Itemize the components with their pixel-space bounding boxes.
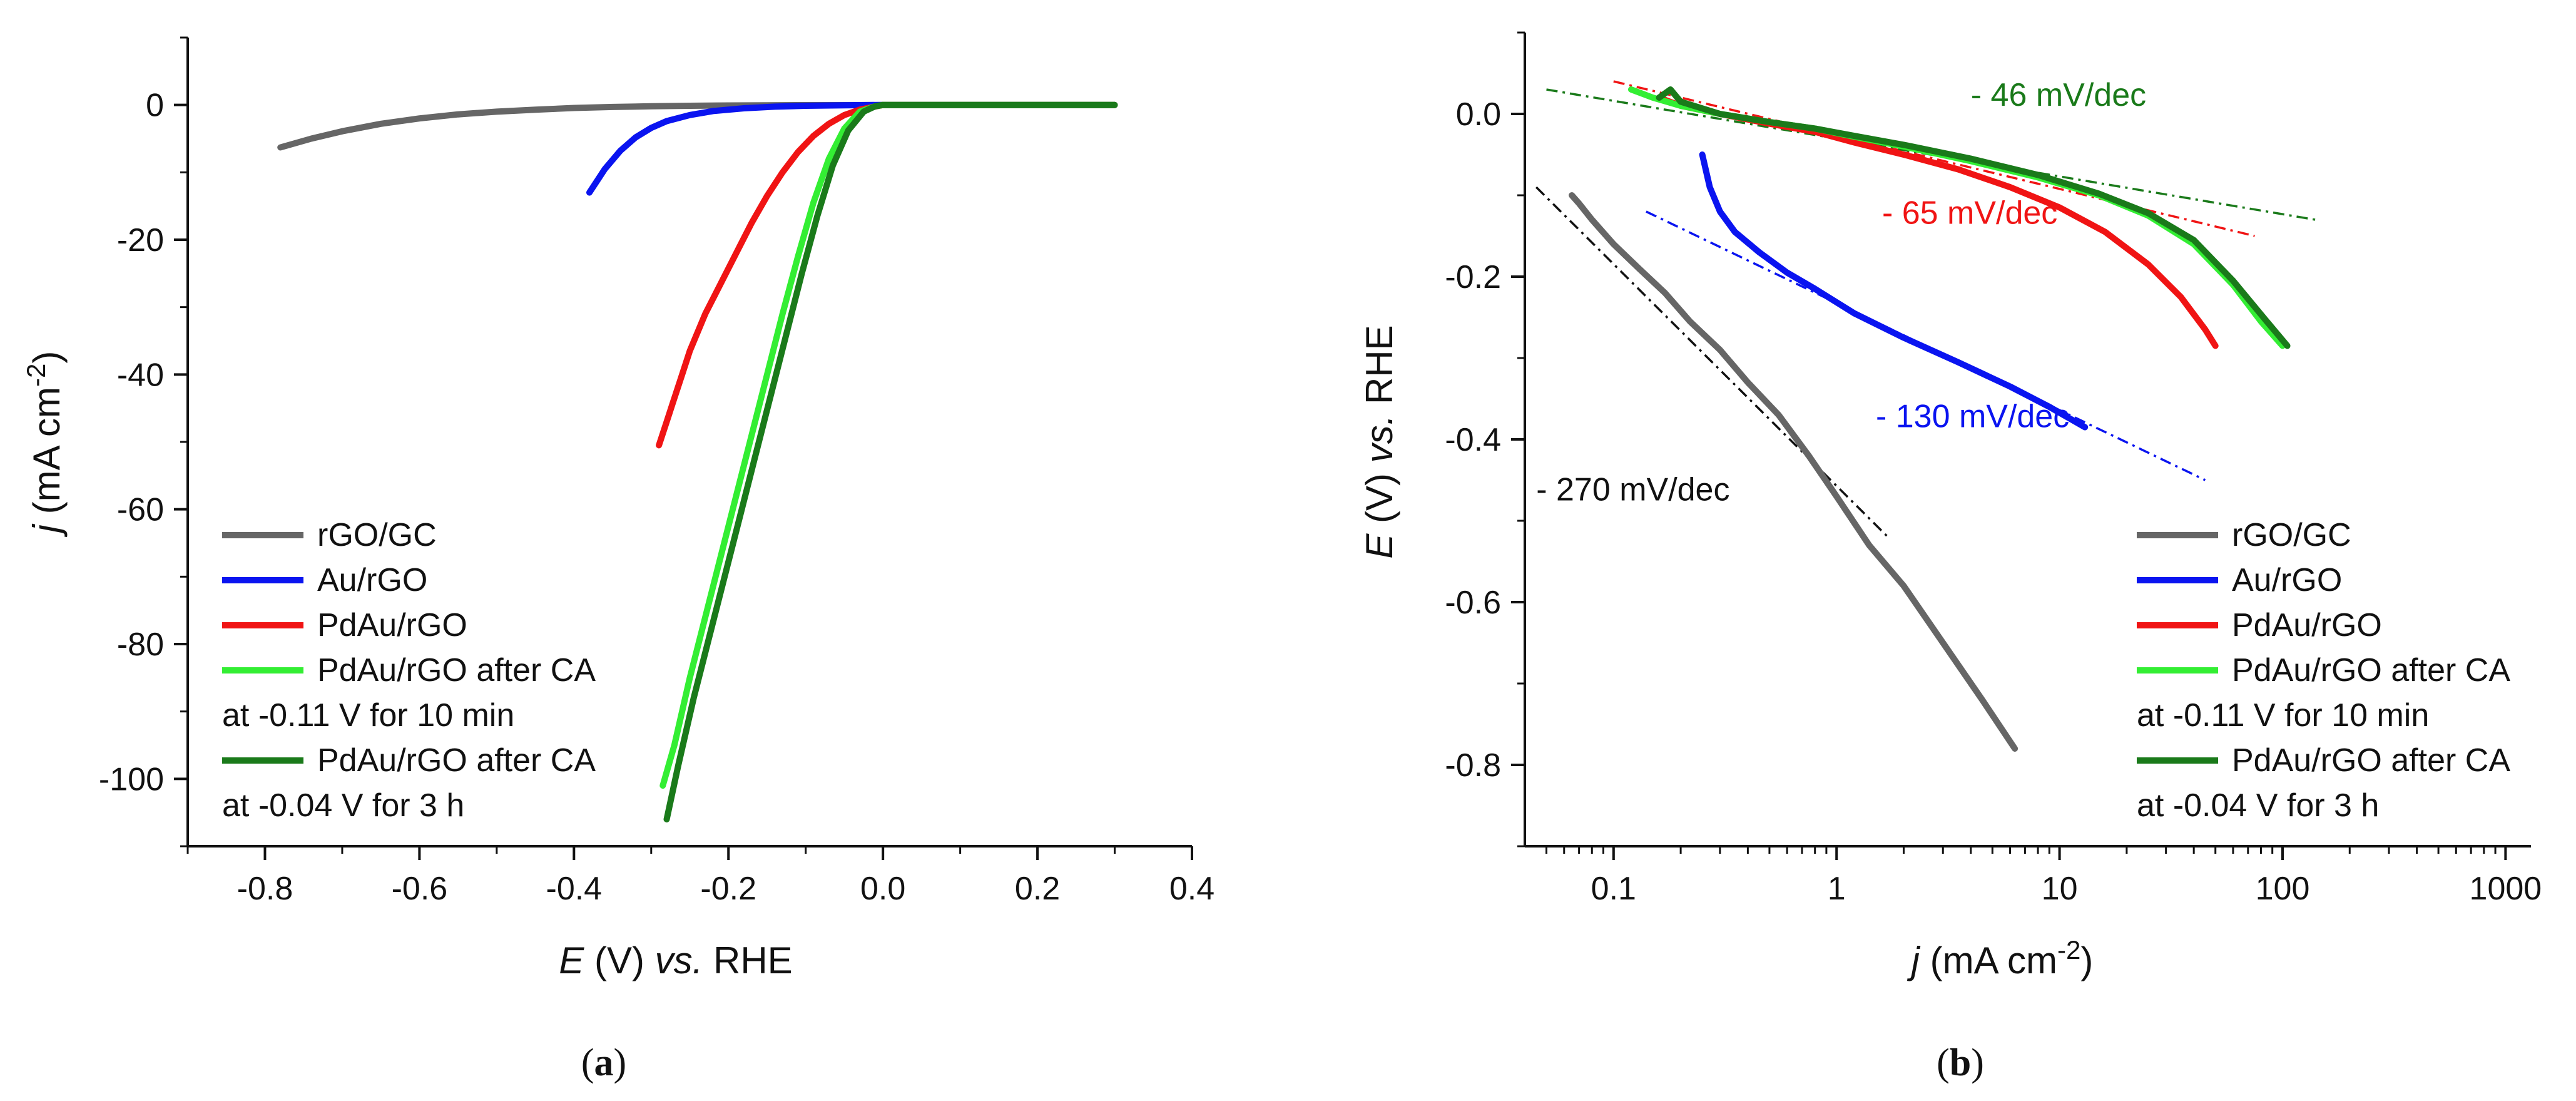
- x-tick-label: 0.0: [860, 871, 905, 907]
- y-tick-label: -0.8: [1445, 747, 1501, 784]
- x-tick-label: -0.4: [546, 871, 603, 907]
- legend-sublabel: at -0.04 V for 3 h: [2137, 787, 2379, 824]
- legend-label: PdAu/rGO after CA: [317, 742, 596, 779]
- panel-a: -0.8 -0.6 -0.4 -0.2 0.0 0.2 0.4 0 -20 -40 -60 -80 -1…: [21, 36, 1214, 1084]
- legend-sublabel: at -0.11 V for 10 min: [2137, 697, 2429, 734]
- slope-annotation: - 65 mV/dec: [1882, 195, 2057, 232]
- legend-label: PdAu/rGO after CA: [2232, 742, 2510, 779]
- slope-annotation: - 270 mV/dec: [1536, 472, 1729, 508]
- x-axis-title: E (V) vs. RHE: [559, 940, 792, 981]
- slope-annotation: - 130 mV/dec: [1876, 399, 2069, 435]
- x-tick-label: -0.6: [392, 871, 448, 907]
- legend-label: rGO/GC: [2232, 517, 2351, 553]
- series-line-4: [663, 101, 1118, 822]
- x-tick-label: 10: [2042, 871, 2078, 907]
- y-tick-label: 0.0: [1456, 96, 1501, 133]
- x-tick-label: 100: [2256, 871, 2310, 907]
- legend-sublabel: at -0.11 V for 10 min: [222, 697, 514, 734]
- x-tick-label: 1000: [2470, 871, 2542, 907]
- series-line-0: [1569, 192, 2019, 752]
- y-tick-label: -60: [117, 492, 164, 528]
- series-line-1: [1699, 151, 2089, 431]
- slope-annotation: - 46 mV/dec: [1971, 77, 2146, 113]
- y-tick-label: -0.6: [1445, 585, 1501, 621]
- legend-label: PdAu/rGO after CA: [2232, 652, 2510, 689]
- y-axis-title: j (mA cm-2): [21, 351, 68, 538]
- x-tick-label: 1: [1828, 871, 1846, 907]
- legend-label: rGO/GC: [317, 517, 437, 553]
- series-line-4: [1656, 86, 2291, 349]
- y-tick-label: -0.2: [1445, 259, 1501, 295]
- y-axis-title: E (V) vs. RHE: [1358, 325, 1400, 558]
- y-tick-label: -20: [117, 222, 164, 259]
- x-tick-label: -0.8: [237, 871, 293, 907]
- panel-label: (b): [1937, 1042, 1984, 1084]
- panel-label: (a): [581, 1042, 626, 1084]
- y-tick-label: -40: [117, 357, 164, 393]
- legend-label: Au/rGO: [317, 562, 427, 598]
- x-tick-label: 0.4: [1169, 871, 1214, 907]
- legend-label: PdAu/rGO after CA: [317, 652, 596, 689]
- legend-label: PdAu/rGO: [2232, 607, 2382, 643]
- legend-sublabel: at -0.04 V for 3 h: [222, 787, 464, 824]
- y-tick-label: -100: [99, 761, 164, 797]
- y-tick-label: -0.4: [1445, 422, 1501, 458]
- legend-label: PdAu/rGO: [317, 607, 467, 643]
- tafel-fit-line: [1535, 186, 1889, 538]
- y-tick-label: 0: [146, 88, 164, 124]
- legend-label: Au/rGO: [2232, 562, 2342, 598]
- x-tick-label: 0.2: [1015, 871, 1060, 907]
- y-tick-label: -80: [117, 627, 164, 663]
- x-tick-label: -0.2: [700, 871, 756, 907]
- x-tick-label: 0.1: [1591, 871, 1636, 907]
